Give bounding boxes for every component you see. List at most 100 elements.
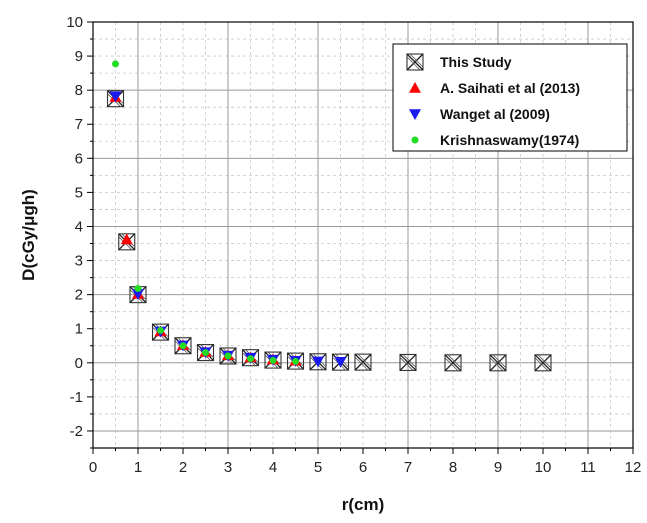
marker-box [489,354,507,372]
x-tick-label: 11 [580,459,596,476]
marker-cross [492,354,507,369]
data-point [269,356,277,364]
marker-cross [534,357,549,372]
data-point [120,233,133,245]
data-point [489,354,507,372]
marker-shape [109,91,122,103]
data-point [132,289,144,300]
marker-cross [406,53,424,71]
marker-shape [312,356,324,368]
x-tick-label: 0 [89,459,97,476]
marker-shape [134,285,142,293]
data-point [334,356,347,368]
marker-cross [534,354,552,372]
marker-cross [357,353,372,368]
marker-box [354,353,372,371]
series-3 [112,60,299,365]
marker-shape [112,60,119,68]
y-tick-label: 1 [75,321,83,338]
data-point [354,353,372,371]
y-tick-label: 7 [75,116,83,133]
marker-shape [409,109,421,120]
data-point [224,352,232,360]
x-tick-label: 9 [494,459,502,476]
x-tick-label: 3 [224,459,232,476]
data-marks [106,60,552,372]
marker-cross [444,357,459,372]
x-axis-ticks: 0 1 2 3 4 5 6 7 8 9 10 11 12 [89,448,642,476]
x-tick-label: 5 [314,459,322,476]
data-point [112,60,119,68]
marker-cross [537,354,552,369]
marker-box [174,337,192,355]
x-tick-label: 1 [134,459,142,476]
legend-marker [409,82,421,93]
marker-shape [247,355,254,363]
data-point [292,357,299,365]
y-tick-label: 9 [75,48,83,65]
legend-label: A. Saihati et al (2013) [440,80,580,96]
marker-box [196,344,215,362]
x-tick-label: 10 [535,459,552,476]
data-point [157,326,164,334]
marker-cross [354,353,372,371]
data-point [109,91,122,103]
y-tick-label: 3 [75,253,83,270]
data-point [312,356,324,368]
marker-shape [132,289,144,300]
y-tick-label: 6 [75,150,83,167]
marker-cross [399,357,414,371]
marker-shape [179,342,187,350]
y-tick-label: 10 [66,14,83,31]
legend-box [392,43,628,152]
data-point [399,353,417,372]
data-point [534,354,552,372]
marker-cross [447,354,462,369]
y-tick-label: 2 [75,287,83,304]
y-tick-label: -2 [70,423,83,440]
marker-cross [402,354,417,368]
marker-box [309,353,327,371]
data-point [179,342,187,350]
marker-box [286,352,305,370]
x-tick-label: 2 [179,459,187,476]
x-tick-label: 6 [359,459,367,476]
marker-shape [411,136,419,144]
marker-cross [406,56,421,71]
legend-label: Krishnaswamy(1974) [440,132,579,148]
legend-marker [406,53,424,71]
marker-shape [202,349,209,357]
x-axis-title: r(cm) [342,495,385,514]
legend-marker [409,109,421,120]
marker-shape [334,356,347,368]
x-tick-label: 8 [449,459,457,476]
x-tick-label: 7 [404,459,412,476]
marker-box [241,349,260,367]
y-tick-label: 0 [75,355,83,372]
marker-box [399,353,417,372]
data-point [134,285,142,293]
marker-cross [399,353,417,371]
marker-box [406,53,424,71]
data-point [444,354,462,372]
y-tick-label: 5 [75,184,83,201]
legend-marker [411,136,419,144]
y-axis-ticks: -2 -1 0 1 2 3 4 5 6 7 8 9 10 [66,14,93,449]
marker-shape [409,82,421,93]
data-point [247,355,254,363]
marker-box [444,354,462,372]
marker-box [219,347,237,365]
data-point [202,349,209,357]
marker-box [106,90,125,108]
marker-shape [269,356,277,364]
y-tick-label: -1 [70,389,83,406]
legend-label: Wanget al (2009) [440,106,550,122]
x-tick-label: 12 [625,459,642,476]
y-tick-label: 4 [75,218,83,235]
marker-shape [292,357,299,365]
legend-label: This Study [440,54,512,70]
marker-box [264,351,282,369]
marker-cross [489,357,504,372]
marker-cross [489,354,507,372]
